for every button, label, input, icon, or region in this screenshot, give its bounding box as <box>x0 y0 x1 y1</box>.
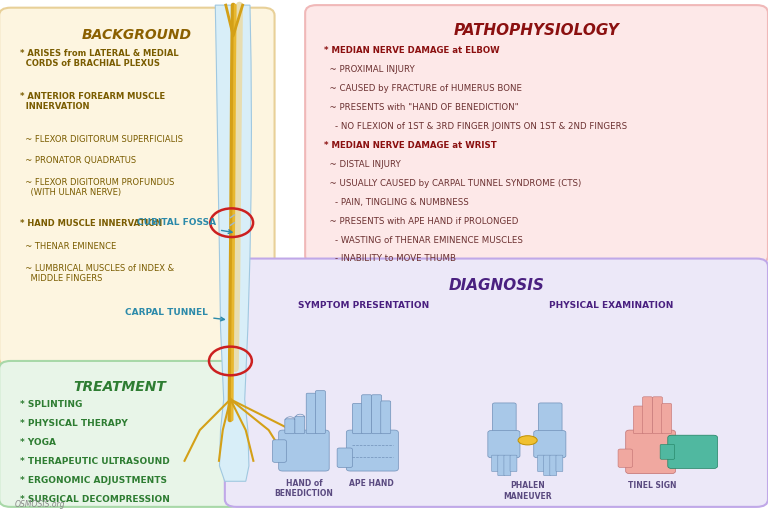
FancyBboxPatch shape <box>556 455 563 472</box>
Text: - INABILITY to MOVE THUMB: - INABILITY to MOVE THUMB <box>324 254 456 264</box>
Text: CARPAL TUNNEL: CARPAL TUNNEL <box>125 308 224 321</box>
Text: * SPLINTING: * SPLINTING <box>20 400 82 410</box>
Text: SYMPTOM PRESENTATION: SYMPTOM PRESENTATION <box>298 301 429 310</box>
Ellipse shape <box>518 436 537 445</box>
FancyBboxPatch shape <box>0 361 240 507</box>
Text: * ANTERIOR FOREARM MUSCLE
  INNERVATION: * ANTERIOR FOREARM MUSCLE INNERVATION <box>20 92 165 111</box>
FancyBboxPatch shape <box>626 430 675 474</box>
Text: ~ PRESENTS with APE HAND if PROLONGED: ~ PRESENTS with APE HAND if PROLONGED <box>324 217 518 226</box>
FancyBboxPatch shape <box>492 455 498 472</box>
Text: ~ THENAR EMINENCE: ~ THENAR EMINENCE <box>20 242 116 251</box>
Text: CUBITAL FOSSA: CUBITAL FOSSA <box>137 218 232 233</box>
Text: ~ DISTAL INJURY: ~ DISTAL INJURY <box>324 160 401 169</box>
Text: APE HAND: APE HAND <box>349 479 394 488</box>
Text: - WASTING of THENAR EMINENCE MUSCLES: - WASTING of THENAR EMINENCE MUSCLES <box>324 236 523 245</box>
FancyBboxPatch shape <box>660 444 674 459</box>
Text: * THERAPEUTIC ULTRASOUND: * THERAPEUTIC ULTRASOUND <box>20 457 170 466</box>
FancyBboxPatch shape <box>662 403 671 434</box>
Text: BACKGROUND: BACKGROUND <box>82 28 192 42</box>
FancyBboxPatch shape <box>295 416 305 434</box>
Text: * HAND MUSCLE INNERVATION: * HAND MUSCLE INNERVATION <box>20 219 162 228</box>
FancyBboxPatch shape <box>538 403 562 437</box>
FancyBboxPatch shape <box>534 431 566 458</box>
FancyBboxPatch shape <box>634 406 644 434</box>
Text: ~ FLEXOR DIGITORUM SUPERFICIALIS: ~ FLEXOR DIGITORUM SUPERFICIALIS <box>20 135 183 144</box>
FancyBboxPatch shape <box>337 448 353 467</box>
Text: * SURGICAL DECOMPRESSION: * SURGICAL DECOMPRESSION <box>20 495 170 504</box>
Text: HAND of
BENEDICTION: HAND of BENEDICTION <box>274 479 333 498</box>
Text: PHALEN
MANEUVER: PHALEN MANEUVER <box>503 481 552 501</box>
FancyBboxPatch shape <box>643 397 653 434</box>
FancyBboxPatch shape <box>316 391 326 434</box>
Text: - PAIN, TINGLING & NUMBNESS: - PAIN, TINGLING & NUMBNESS <box>324 198 469 207</box>
Text: ~ PROXIMAL INJURY: ~ PROXIMAL INJURY <box>324 65 415 74</box>
FancyBboxPatch shape <box>510 455 517 472</box>
FancyBboxPatch shape <box>353 403 362 434</box>
FancyBboxPatch shape <box>550 455 557 476</box>
FancyBboxPatch shape <box>273 440 286 462</box>
FancyBboxPatch shape <box>544 455 551 476</box>
Text: ~ PRESENTS with "HAND OF BENEDICTION": ~ PRESENTS with "HAND OF BENEDICTION" <box>324 103 519 112</box>
Text: PATHOPHYSIOLOGY: PATHOPHYSIOLOGY <box>454 23 620 38</box>
FancyBboxPatch shape <box>305 5 768 264</box>
Text: OSMOSIS.org: OSMOSIS.org <box>15 500 65 509</box>
FancyBboxPatch shape <box>279 430 329 471</box>
FancyBboxPatch shape <box>618 449 633 467</box>
Text: * PHYSICAL THERAPY: * PHYSICAL THERAPY <box>20 419 127 429</box>
Text: ~ PRONATOR QUADRATUS: ~ PRONATOR QUADRATUS <box>20 156 136 165</box>
Text: * ARISES from LATERAL & MEDIAL
  CORDS of BRACHIAL PLEXUS: * ARISES from LATERAL & MEDIAL CORDS of … <box>20 49 178 68</box>
FancyBboxPatch shape <box>538 455 545 472</box>
FancyBboxPatch shape <box>362 395 372 434</box>
FancyBboxPatch shape <box>285 419 295 434</box>
FancyBboxPatch shape <box>0 8 274 366</box>
Polygon shape <box>215 5 251 481</box>
FancyBboxPatch shape <box>225 259 768 507</box>
Text: * MEDIAN NERVE DAMAGE at ELBOW: * MEDIAN NERVE DAMAGE at ELBOW <box>324 46 500 55</box>
FancyBboxPatch shape <box>492 403 516 437</box>
Text: * YOGA: * YOGA <box>20 438 56 447</box>
FancyBboxPatch shape <box>653 397 663 434</box>
FancyBboxPatch shape <box>306 393 316 434</box>
FancyBboxPatch shape <box>372 395 382 434</box>
Text: - NO FLEXION of 1ST & 3RD FINGER JOINTS ON 1ST & 2ND FINGERS: - NO FLEXION of 1ST & 3RD FINGER JOINTS … <box>324 122 627 131</box>
Text: ~ FLEXOR DIGITORUM PROFUNDUS
    (WITH ULNAR NERVE): ~ FLEXOR DIGITORUM PROFUNDUS (WITH ULNAR… <box>20 178 174 197</box>
Text: ~ LUMBRICAL MUSCLES of INDEX &
    MIDDLE FINGERS: ~ LUMBRICAL MUSCLES of INDEX & MIDDLE FI… <box>20 264 174 283</box>
Text: * ERGONOMIC ADJUSTMENTS: * ERGONOMIC ADJUSTMENTS <box>20 476 167 485</box>
Text: DIAGNOSIS: DIAGNOSIS <box>449 278 545 292</box>
Text: ~ CAUSED by FRACTURE of HUMERUS BONE: ~ CAUSED by FRACTURE of HUMERUS BONE <box>324 84 522 93</box>
FancyBboxPatch shape <box>498 455 505 476</box>
FancyBboxPatch shape <box>381 401 391 434</box>
FancyBboxPatch shape <box>488 431 520 458</box>
FancyBboxPatch shape <box>504 455 511 476</box>
Text: PHYSICAL EXAMINATION: PHYSICAL EXAMINATION <box>548 301 673 310</box>
Text: ~ USUALLY CAUSED by CARPAL TUNNEL SYNDROME (CTS): ~ USUALLY CAUSED by CARPAL TUNNEL SYNDRO… <box>324 179 581 188</box>
FancyBboxPatch shape <box>346 430 399 471</box>
Text: TREATMENT: TREATMENT <box>73 380 166 394</box>
Text: TINEL SIGN: TINEL SIGN <box>628 481 677 490</box>
Text: * MEDIAN NERVE DAMAGE at WRIST: * MEDIAN NERVE DAMAGE at WRIST <box>324 141 497 150</box>
FancyBboxPatch shape <box>668 435 717 468</box>
